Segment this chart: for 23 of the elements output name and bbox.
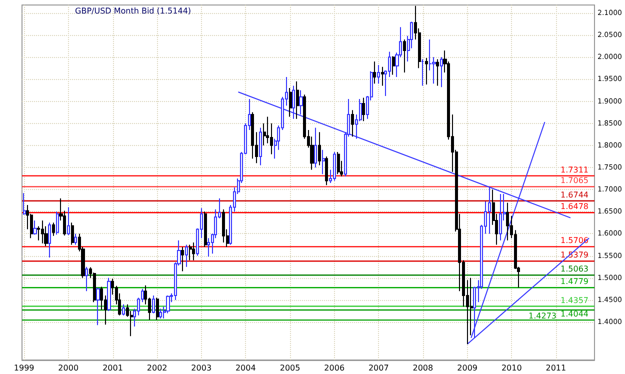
ref-line-label: 1.4044 — [560, 310, 589, 319]
x-tick-label: 2007 — [368, 364, 389, 372]
chart-title: GBP/USD Month Bid (1.5144) — [75, 6, 192, 16]
ref-line-label: 1.7065 — [560, 176, 589, 186]
x-tick-label: 2003 — [191, 364, 212, 372]
x-tick-label: 2004 — [235, 364, 256, 372]
x-tick-label: 2001 — [102, 364, 123, 372]
x-tick-label: 1999 — [14, 364, 34, 372]
ref-line-label: 1.4273 — [528, 311, 557, 320]
x-tick-label: 2000 — [58, 364, 79, 372]
x-tick-label: 2010 — [501, 364, 522, 372]
x-tick-label: 2008 — [412, 364, 434, 372]
x-tick-label: 2009 — [457, 364, 478, 372]
x-tick-label: 2006 — [324, 364, 345, 372]
ref-line-label: 1.6744 — [560, 190, 589, 200]
ref-line-label: 1.4357 — [560, 296, 589, 305]
x-tick-label: 2002 — [146, 364, 168, 372]
ref-line-label: 1.4779 — [560, 277, 589, 286]
x-tick-label: 2005 — [280, 364, 300, 372]
ref-line-label: 1.6478 — [560, 202, 589, 212]
ref-line-label: 1.5063 — [560, 264, 589, 274]
ref-line-label: 1.7311 — [560, 165, 589, 174]
x-tick-label: 2011 — [546, 364, 566, 372]
